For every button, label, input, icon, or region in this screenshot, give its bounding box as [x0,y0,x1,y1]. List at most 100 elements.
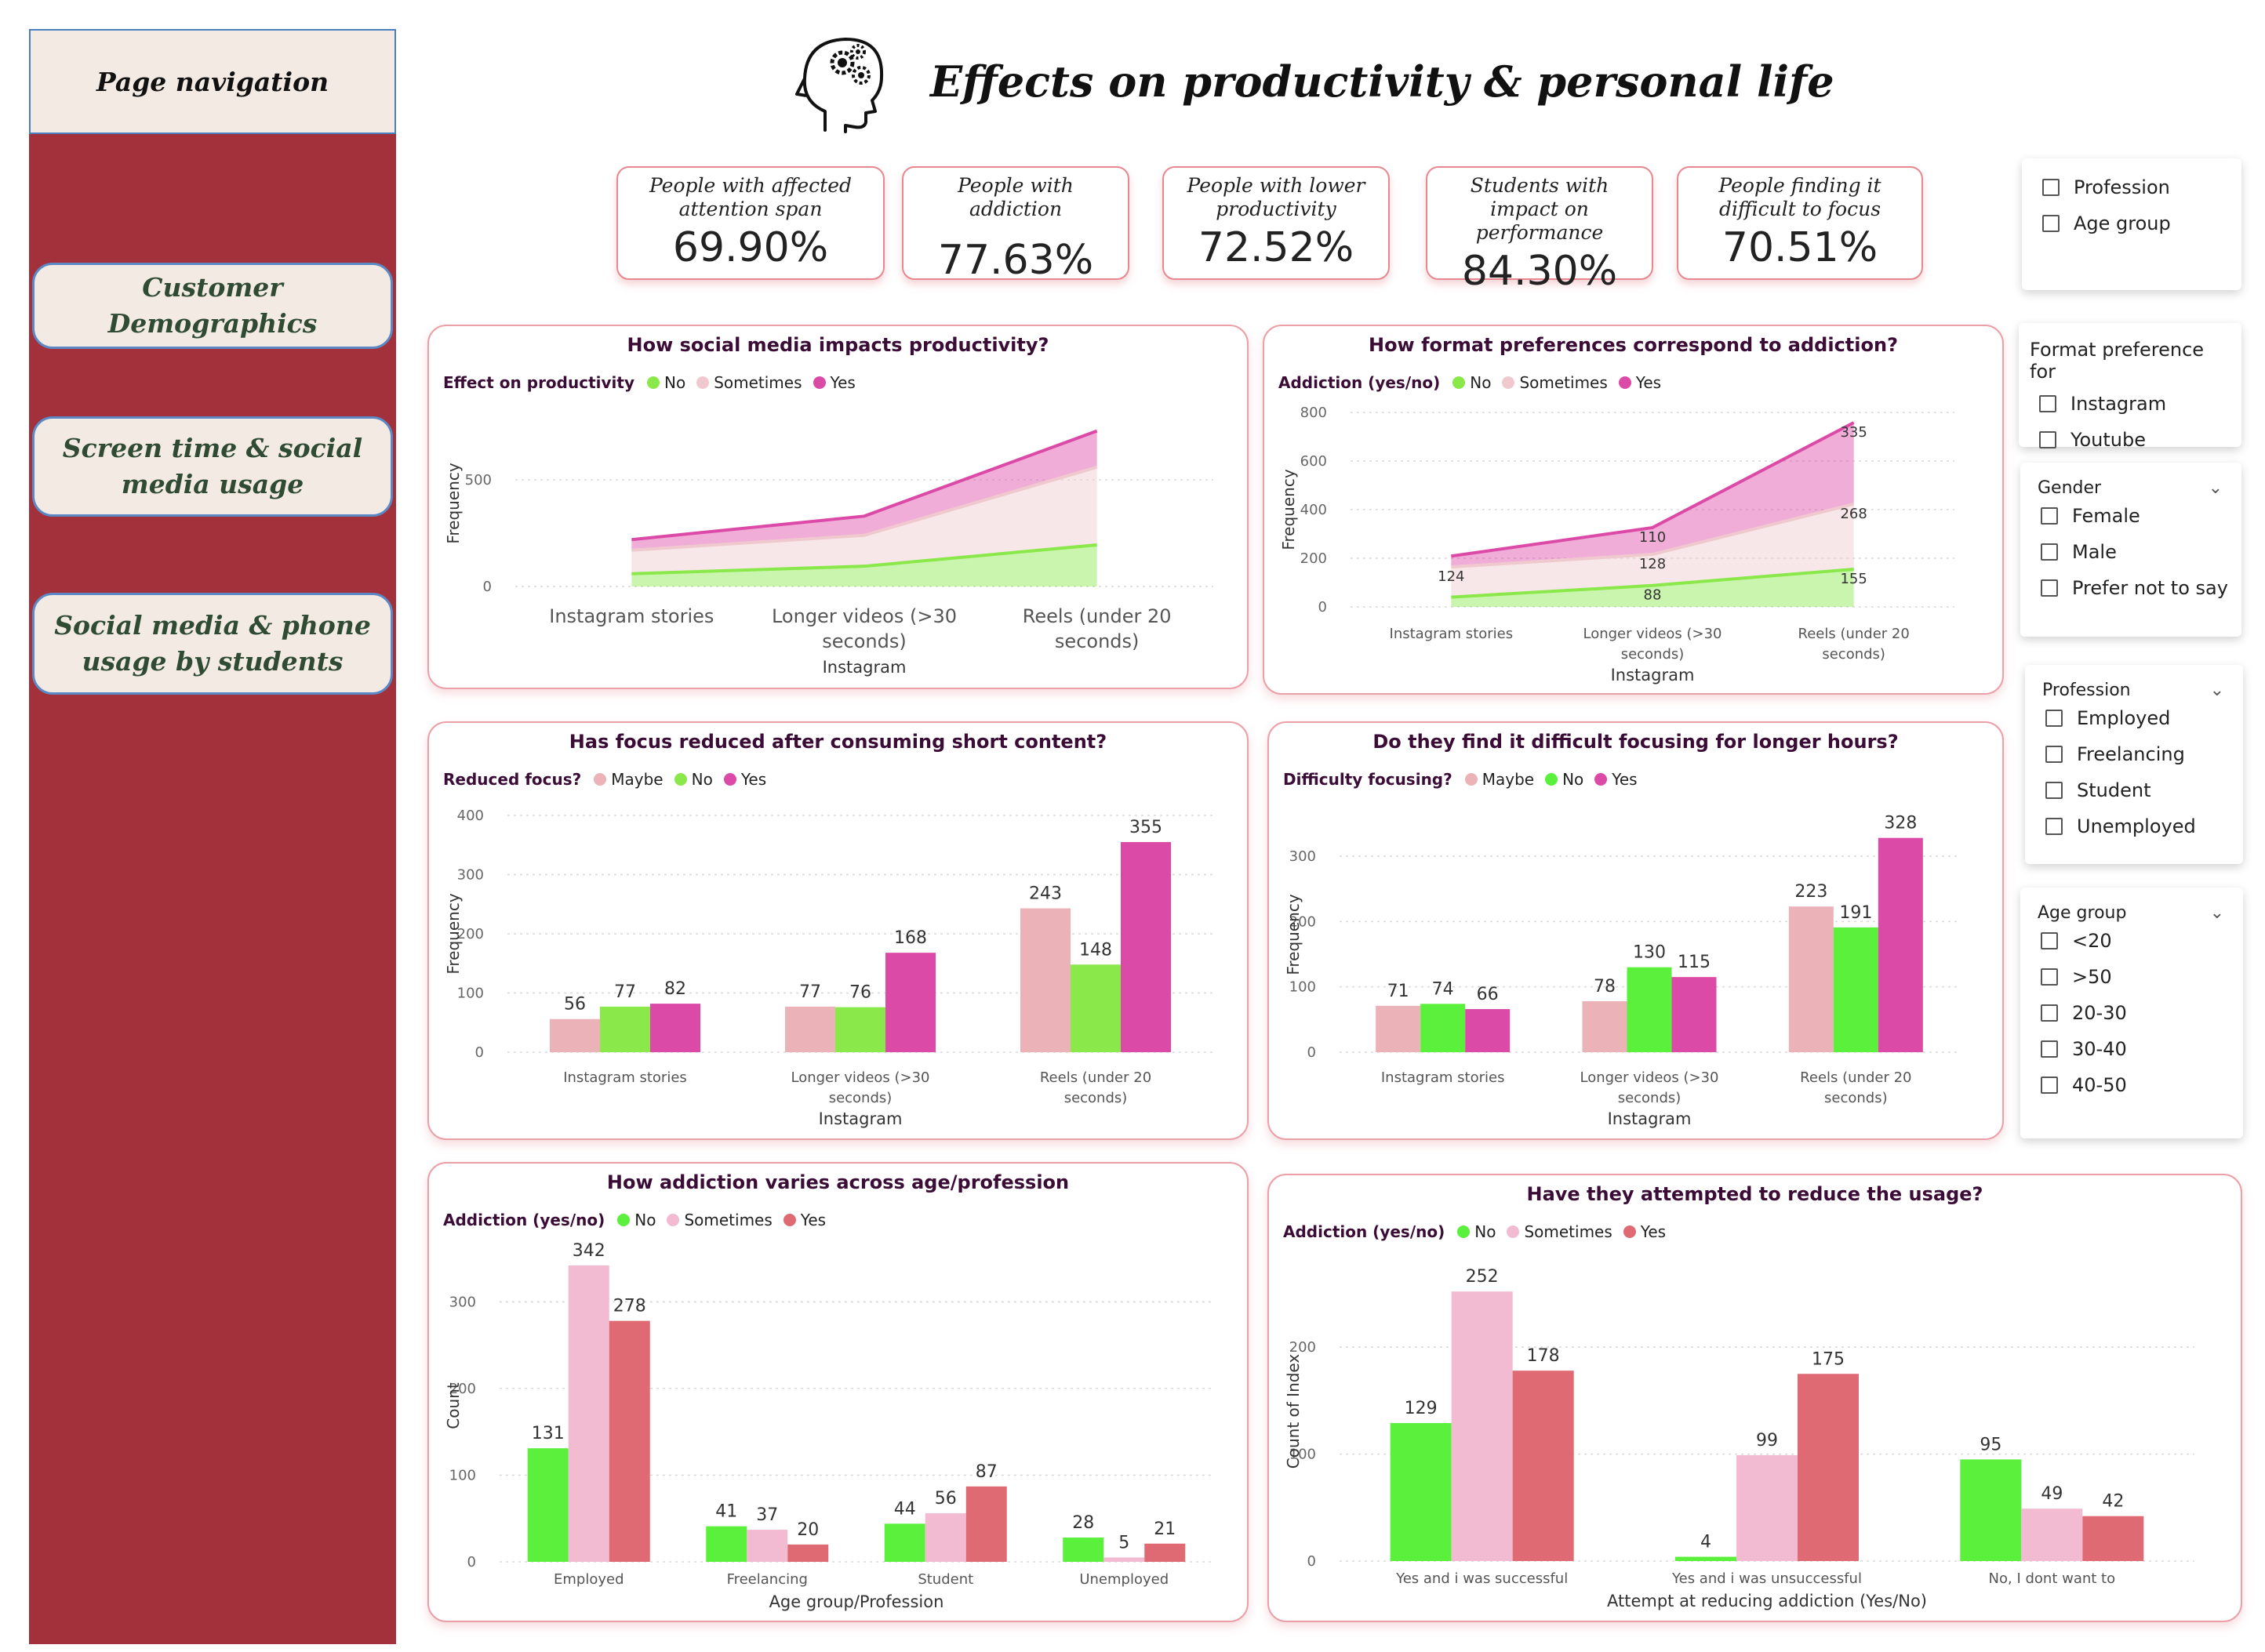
bar-no [706,1526,747,1562]
checkbox[interactable] [2042,215,2060,232]
chart-legend: Difficulty focusing? Maybe No Yes [1283,770,1649,789]
kpi-value: 70.51% [1721,224,1878,271]
nav-button-customer-demographics[interactable]: Customer Demographics [32,263,393,349]
legend-item[interactable]: Sometimes [667,1211,773,1229]
chart-legend: Addiction (yes/no) No Sometimes Yes [1283,1222,1677,1241]
legend-label: Yes [800,1211,827,1229]
legend-title: Effect on productivity [443,373,634,392]
head-with-gears-icon [795,38,884,133]
page-title: Effects on productivity & personal life [930,56,1834,107]
bar-maybe [785,1006,835,1052]
slicer-option[interactable]: Profession [2022,169,2241,205]
legend-item[interactable]: Yes [813,373,856,392]
format-preference-slicer: Format preference for Instagram Youtube [2019,323,2241,451]
nav-button-screen-time[interactable]: Screen time & social media usage [32,416,393,517]
bar-sometimes [925,1513,966,1562]
checkbox[interactable] [2045,818,2063,835]
checkbox[interactable] [2041,1040,2058,1058]
area-yes [631,430,1097,550]
checkbox[interactable] [2041,543,2058,561]
legend-item[interactable]: Yes [1623,1222,1666,1241]
slicer-option[interactable]: Age group [2022,205,2241,241]
legend-marker [1594,773,1608,786]
bar-sometimes [1451,1291,1513,1561]
bar-yes [1878,837,1923,1052]
slicer-option[interactable]: Student [2025,772,2243,808]
y-tick-label: 100 [449,1467,476,1483]
checkbox[interactable] [2045,782,2063,799]
slicer-option[interactable]: Employed [2025,700,2243,736]
chevron-down-icon[interactable]: ⌄ [2209,903,2224,923]
y-tick-label: 200 [457,926,484,942]
legend-item[interactable]: No [646,373,686,392]
checkbox[interactable] [2045,746,2063,763]
data-label: 178 [1527,1346,1560,1366]
x-tick-label: Reels (under 20 seconds) [1023,605,1172,652]
checkbox[interactable] [2041,507,2058,525]
legend-marker [646,376,660,389]
legend-title: Addiction (yes/no) [1283,1222,1445,1241]
slicer-option[interactable]: 20-30 [2020,995,2243,1031]
data-label: 71 [1387,982,1409,1001]
y-tick-label: 0 [1307,1553,1316,1570]
checkbox[interactable] [2045,710,2063,727]
legend-item[interactable]: Yes [1594,770,1638,789]
legend-item[interactable]: Maybe [1464,770,1534,789]
checkbox[interactable] [2041,579,2058,597]
slicer-option[interactable]: Freelancing [2025,736,2243,772]
slicer-option[interactable]: Unemployed [2025,808,2243,844]
legend-item[interactable]: Yes [1618,373,1661,392]
slicer-option[interactable]: Female [2020,498,2241,534]
y-axis-label: Frequency [1279,469,1298,550]
nav-button-students[interactable]: Social media & phone usage by students [32,593,393,695]
data-label: 129 [1405,1399,1438,1418]
bar-no [527,1448,569,1562]
x-tick-label: Yes and i was successful [1395,1570,1568,1587]
legend-item[interactable]: Sometimes [1507,1222,1612,1241]
chart-svg: 0 200 400 600 800 Frequency Instagram Instagram… [1279,405,1954,684]
checkbox[interactable] [2042,179,2060,196]
kpi-value: 84.30% [1461,248,1618,295]
data-label: 328 [1884,814,1917,833]
legend-item[interactable]: No [617,1211,656,1229]
legend-item[interactable]: Yes [783,1211,826,1229]
chevron-down-icon[interactable]: ⌄ [2209,681,2224,700]
kpi-attention-span: People with affected attention span 69.9… [616,166,885,280]
legend-item[interactable]: Yes [723,770,766,789]
data-label: 110 [1639,529,1666,546]
kpi-value: 77.63% [937,237,1094,284]
checkbox[interactable] [2039,431,2056,448]
legend-marker [1623,1225,1636,1238]
legend-item[interactable]: Sometimes [696,373,802,392]
slicer-option[interactable]: Youtube [2019,422,2241,458]
kpi-value: 69.90% [672,224,829,271]
chart-title: How addiction varies across age/professi… [606,1171,1070,1193]
slicer-option[interactable]: Male [2020,534,2241,570]
slicer-option[interactable]: Instagram [2019,386,2241,422]
area-yes [1451,423,1854,568]
checkbox[interactable] [2041,932,2058,949]
legend-item[interactable]: No [1452,373,1491,392]
y-axis-label: Frequency [444,893,463,974]
kpi-student-performance: Students with impact on performance 84.3… [1426,166,1653,295]
legend-item[interactable]: Sometimes [1502,373,1608,392]
legend-item[interactable]: No [674,770,713,789]
checkbox[interactable] [2041,1004,2058,1022]
slicer-option[interactable]: >50 [2020,959,2243,995]
legend-item[interactable]: No [1545,770,1583,789]
data-label: 88 [1644,587,1662,604]
slicer-option[interactable]: Prefer not to say [2020,570,2241,606]
slicer-option[interactable]: 30-40 [2020,1031,2243,1067]
chevron-down-icon[interactable]: ⌄ [2208,478,2223,498]
legend-item[interactable]: No [1457,1222,1496,1241]
legend-label: Yes [1640,1222,1667,1241]
slicer-option[interactable]: <20 [2020,923,2243,959]
checkbox[interactable] [2041,1077,2058,1094]
data-label: 56 [564,995,586,1015]
legend-label: No [664,373,686,392]
legend-item[interactable]: Maybe [594,770,664,789]
slicer-option[interactable]: 40-50 [2020,1067,2243,1103]
checkbox[interactable] [2041,968,2058,986]
checkbox[interactable] [2039,395,2056,412]
